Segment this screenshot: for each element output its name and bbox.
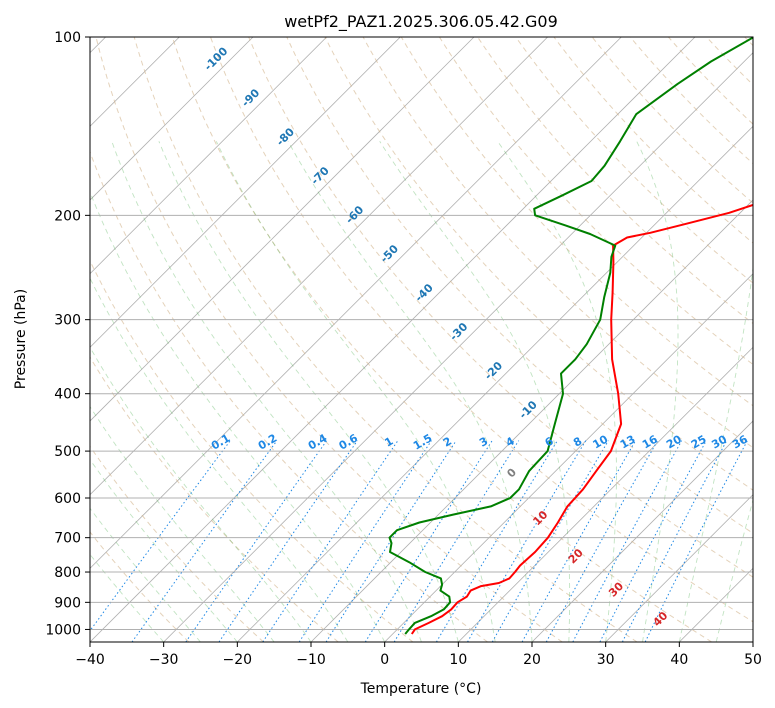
x-axis-label: Temperature (°C) xyxy=(360,681,482,697)
x-tick-label: 10 xyxy=(449,652,467,668)
dry-adiabat-line xyxy=(400,37,753,407)
dry-adiabat-line xyxy=(133,37,638,642)
isotherm-line xyxy=(458,346,753,642)
x-tick-label: −30 xyxy=(149,652,179,668)
dry-adiabat-line xyxy=(90,531,190,642)
dry-adiabat-line xyxy=(324,37,753,491)
chart-title: wetPf2_PAZ1.2025.306.05.42.G09 xyxy=(284,12,558,32)
y-tick-label: 800 xyxy=(54,565,81,581)
y-tick-label: 300 xyxy=(54,313,81,329)
mixing-ratio-line xyxy=(467,440,587,642)
mixing-ratio-line xyxy=(599,440,707,642)
dry-adiabat-line xyxy=(95,37,563,642)
y-tick-label: 500 xyxy=(54,444,81,460)
mixing-ratio-line xyxy=(644,440,748,642)
axes: −40 −30 −20 −10 0 10 20 30 40 50 100 200 300 400 500 60… xyxy=(45,30,762,668)
dry-adiabat-line xyxy=(286,37,753,534)
mixing-ratio-line xyxy=(185,440,328,642)
y-tick-label: 1000 xyxy=(45,622,81,638)
dry-adiabat-line xyxy=(438,37,753,366)
mixing-ratio-line xyxy=(131,440,278,642)
y-axis-label: Pressure (hPa) xyxy=(13,289,29,389)
mixing-ratio-line xyxy=(621,440,728,642)
isotherm-line xyxy=(90,37,327,275)
isotherm-line xyxy=(90,37,696,642)
y-tick-label: 600 xyxy=(54,491,81,507)
plot-frame xyxy=(89,36,754,643)
y-tick-label: 900 xyxy=(54,595,81,611)
dry-adiabat-line xyxy=(210,37,753,623)
mixing-ratio-line xyxy=(521,440,637,642)
mixing-ratio-line xyxy=(262,440,399,642)
mixing-ratio-line xyxy=(218,440,358,642)
mixing-ratio-line xyxy=(298,440,432,642)
isotherm-line xyxy=(90,37,548,496)
isotherm-line xyxy=(384,273,753,642)
mixing-ratio-line xyxy=(393,440,520,642)
dry-adiabat-line xyxy=(248,37,753,578)
x-tick-label: −10 xyxy=(296,652,326,668)
dry-adiabat-line xyxy=(90,259,414,642)
x-tick-label: 50 xyxy=(744,652,762,668)
mixing-ratio-line xyxy=(90,440,231,632)
isotherm-line xyxy=(605,494,753,642)
x-tick-label: 0 xyxy=(380,652,389,668)
x-tick-label: 40 xyxy=(670,652,688,668)
x-tick-label: −20 xyxy=(223,652,253,668)
x-tick-label: 20 xyxy=(523,652,541,668)
mixing-ratio-line xyxy=(435,440,558,642)
isotherm-line xyxy=(90,37,622,569)
isotherm-line xyxy=(531,420,753,642)
mixing-ratio-line xyxy=(491,440,609,642)
pressure-gridlines xyxy=(90,37,753,630)
isotherm-line xyxy=(90,37,401,348)
dry-adiabat-lines xyxy=(90,37,753,642)
y-tick-label: 200 xyxy=(54,208,81,224)
x-tick-label: 30 xyxy=(597,652,615,668)
dewpoint-series-line xyxy=(388,37,753,635)
x-tick-label: −40 xyxy=(75,652,105,668)
isotherm-lines xyxy=(90,37,753,642)
y-tick-label: 100 xyxy=(54,30,81,46)
isotherm-line xyxy=(90,37,254,201)
isotherm-line xyxy=(90,37,475,422)
y-tick-label: 400 xyxy=(54,387,81,403)
y-tick-label: 700 xyxy=(54,531,81,547)
profile-series xyxy=(388,37,753,635)
dry-adiabat-line xyxy=(90,356,339,642)
isotherm-line xyxy=(237,125,753,642)
mixing-ratio-lines xyxy=(90,440,748,642)
isotherm-line xyxy=(163,52,753,642)
dry-adiabat-line xyxy=(362,37,753,449)
temperature-series-line xyxy=(410,203,753,635)
